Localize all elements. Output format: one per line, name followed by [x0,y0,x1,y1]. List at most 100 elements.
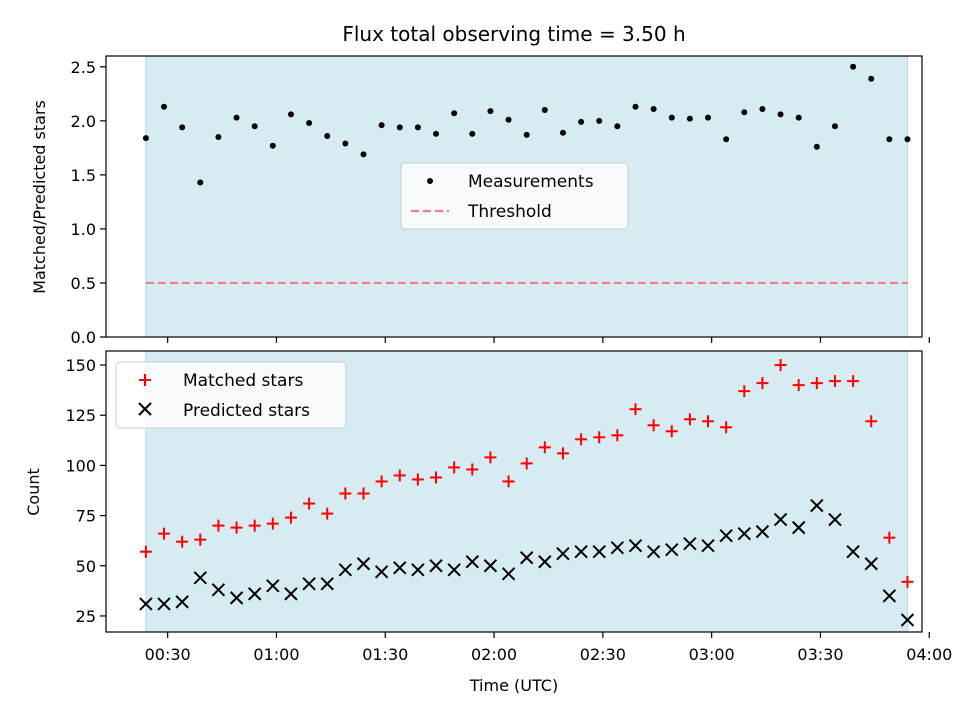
x-tick-label: 03:30 [797,645,843,664]
matched-stars-point [810,377,823,390]
matched-stars-point [556,447,569,460]
predicted-stars-point [320,577,334,591]
measurements-point [161,103,168,110]
measurements-point [705,114,712,121]
predicted-stars-point [356,557,371,571]
predicted-stars-point [864,557,878,571]
predicted-stars-point [284,587,298,601]
matched-stars-point [502,475,515,488]
predicted-stars-point [701,538,715,553]
measurements-point [378,122,385,129]
top-y-axis-label: Matched/Predicted stars [30,100,49,294]
measurements-point [559,129,566,136]
matched-stars-point [484,451,497,464]
matched-stars-point [792,379,805,392]
matched-stars-point [430,471,443,484]
measurements-point [904,136,911,143]
matched-stars-point [466,463,479,476]
matched-stars-point [538,441,551,454]
bottom-legend: Matched stars Predicted stars [115,361,347,429]
bottom-panel: 00:30 01:00 01:30 02:00 02:30 03:00 03:30 04:00… [24,350,952,695]
bottom-y-tick-label: 125 [65,406,96,425]
x-tick-label: 01:30 [362,645,408,664]
matched-stars-point [321,507,334,520]
matched-stars-point [883,531,896,544]
measurements-point [487,108,494,115]
measurements-point [197,179,204,186]
predicted-stars-point [773,512,788,527]
predicted-stars-point [519,551,534,565]
matched-stars-point [411,473,424,486]
measurements-point [324,132,331,139]
measurements-point [723,136,730,143]
measurements-point [433,130,440,137]
predicted-stars-point [882,589,897,603]
predicted-stars-point [465,555,480,569]
predicted-stars-point [810,498,824,513]
top-y-tick-label: 2.5 [71,58,96,77]
measurements-point [741,109,748,116]
predicted-stars-point [755,524,770,539]
matched-stars-point [194,533,207,546]
top-y-tick-label: 1.5 [71,166,96,185]
measurements-point [142,135,149,142]
predicted-stars-point [338,563,353,577]
measurements-point [886,136,893,143]
bottom-y-tick-label: 100 [65,456,96,475]
measurements-point [396,124,403,131]
legend-matched-stars-label: Matched stars [183,371,303,391]
measurements-point [850,63,857,70]
matched-stars-point [357,487,370,500]
measurements-point [306,120,313,127]
predicted-stars-point [501,567,516,581]
predicted-stars-point [247,587,262,601]
legend-threshold-label: Threshold [467,202,552,222]
measurements-point [868,75,875,82]
matched-stars-point [176,535,189,548]
bottom-y-tick-label: 50 [76,557,96,576]
legend-predicted-stars-marker [138,402,152,416]
predicted-stars-point [429,559,443,573]
matched-stars-point [865,415,878,428]
matched-stars-point [520,457,533,470]
predicted-stars-point [828,512,842,527]
matched-stars-point [393,469,406,482]
predicted-stars-point [665,543,679,557]
measurements-point [269,142,276,149]
matched-stars-point [828,375,841,388]
measurements-point [813,143,820,150]
predicted-stars-point [610,540,625,555]
measurements-point [650,105,657,112]
measurements-point [759,105,766,112]
bottom-y-tick-label: 75 [76,507,96,526]
predicted-stars-point [646,545,661,559]
x-tick-label: 02:30 [580,645,626,664]
measurements-point [287,111,294,118]
x-tick-label: 00:30 [145,645,191,664]
predicted-stars-point [628,538,643,553]
measurements-point [414,124,421,131]
legend-predicted-stars-label: Predicted stars [183,401,310,421]
matched-stars-point [720,421,733,434]
measurements-point [233,114,240,121]
measurements-point [831,123,838,130]
matched-stars-point [158,527,171,540]
predicted-stars-point [447,563,461,577]
legend-matched-stars-marker [139,374,151,386]
measurements-point [360,151,367,158]
matched-stars-point [756,377,769,390]
predicted-stars-point [791,520,806,535]
predicted-stars-point [538,555,552,569]
matched-stars-point [738,385,751,398]
measurements-point [251,123,258,130]
bottom-y-axis-label: Count [24,468,43,516]
matched-stars-point [303,497,316,510]
predicted-stars-point [211,583,226,597]
measurements-point [686,115,693,122]
measurements-point [451,110,458,117]
measurements-point [632,103,639,110]
predicted-stars-point [139,597,153,611]
matched-stars-point [847,375,860,388]
measurements-point [541,107,548,114]
matched-stars-point [284,511,297,524]
